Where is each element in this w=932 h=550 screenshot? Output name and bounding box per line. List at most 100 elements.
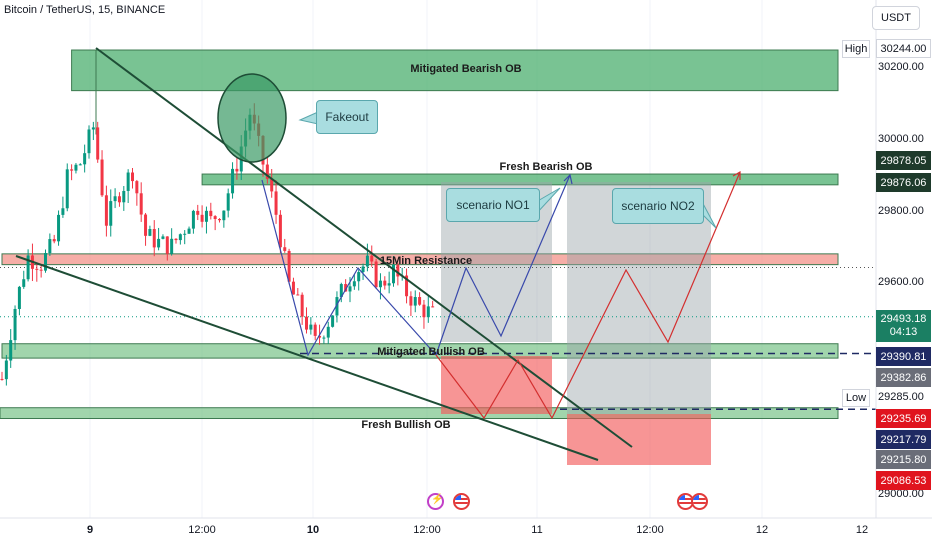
candle-body <box>235 168 239 172</box>
scenario-no1-path <box>435 174 571 356</box>
candle-body <box>426 306 430 318</box>
x-tick-label: 12 <box>855 524 869 536</box>
actual-swing-path <box>261 179 437 357</box>
candle-body <box>431 306 435 308</box>
candle-body <box>422 304 426 318</box>
candle-body <box>183 233 187 235</box>
candle-body <box>413 297 417 306</box>
candle-body <box>122 190 126 203</box>
candle-body <box>165 236 169 254</box>
fresh-bearish-bottom-badge: 29876.06 <box>876 173 931 192</box>
candle-body <box>152 229 156 248</box>
candle-body <box>265 164 269 179</box>
candle-body <box>13 308 17 341</box>
candle-body <box>357 272 361 282</box>
candle-body <box>365 255 369 267</box>
low-tag: Low <box>842 389 870 407</box>
candle-body <box>87 129 91 154</box>
candle-body <box>100 159 104 196</box>
lightning-event-icon[interactable] <box>427 493 444 510</box>
candle-body <box>65 169 69 209</box>
scenario-red-box <box>441 356 552 414</box>
candle-body <box>322 337 326 339</box>
candle-body <box>231 168 235 194</box>
candle-body <box>144 214 148 236</box>
candle-body <box>70 169 74 171</box>
candle-body <box>139 193 143 215</box>
fakeout-callout[interactable]: Fakeout <box>316 100 378 134</box>
candle-body <box>91 127 95 130</box>
candle-body <box>83 153 87 165</box>
fresh-bullish-low-badge: 29215.80 <box>876 450 931 469</box>
candle-body <box>178 234 182 241</box>
candle-body <box>409 296 413 306</box>
candle-body <box>157 238 161 248</box>
scenario-no2-arrowhead <box>732 170 741 180</box>
candle-body <box>148 229 152 236</box>
candle-body <box>96 127 100 160</box>
last-price-badge: 29493.18 04:13 <box>876 310 931 342</box>
candle-body <box>104 195 108 226</box>
candle-body <box>161 236 165 239</box>
candle-body <box>291 281 295 295</box>
mitigated-bullish-low-badge: 29382.86 <box>876 368 931 387</box>
candle-body <box>331 315 335 327</box>
x-tick-label: 12 <box>755 524 769 536</box>
candle-body <box>57 214 61 242</box>
candle-body <box>170 238 174 254</box>
scenario-no2-callout[interactable]: scenario NO2 <box>612 188 704 224</box>
candle-body <box>370 255 374 262</box>
candle-body <box>405 275 409 297</box>
candle-body <box>187 228 191 234</box>
candle-body <box>113 196 117 202</box>
mitigated-bullish-badge: 29390.81 <box>876 347 931 366</box>
scenario-no1-arrowhead <box>563 173 573 185</box>
candle-body <box>0 378 4 380</box>
candle-body <box>200 214 204 222</box>
candle-body <box>26 255 30 280</box>
candle-body <box>296 294 300 296</box>
x-tick-label: 10 <box>306 524 320 536</box>
candle-body <box>117 196 121 203</box>
candle-body <box>374 261 378 288</box>
high-price-badge: 30244.00 <box>876 39 931 58</box>
currency-button[interactable]: USDT <box>872 6 920 30</box>
x-tick-label: 11 <box>531 524 543 536</box>
candle-body <box>174 238 178 241</box>
fresh-bullish-mid-badge: 29217.79 <box>876 430 931 449</box>
candle-body <box>22 279 26 287</box>
candle-body <box>361 266 365 273</box>
us-flag-event-icon[interactable] <box>453 493 470 510</box>
candle-body <box>218 219 221 221</box>
candle-body <box>204 210 208 222</box>
bar-countdown: 04:13 <box>889 326 918 338</box>
fakeout-circle <box>217 73 287 163</box>
y-tick-label: 29000.00 <box>878 488 924 500</box>
candle-body <box>378 280 382 288</box>
fresh-bullish-top-badge: 29235.69 <box>876 409 931 428</box>
us-flag-event-icon[interactable] <box>691 493 708 510</box>
zone-box <box>1 343 839 359</box>
candle-body <box>326 326 330 338</box>
us-flag-event-icon[interactable] <box>677 493 694 510</box>
last-price-value: 29493.18 <box>880 313 927 325</box>
candle-body <box>418 297 422 305</box>
x-tick-label: 9 <box>86 524 94 536</box>
y-tick-label: 30200.00 <box>878 61 924 73</box>
candle-body <box>392 264 395 284</box>
candle-body <box>4 360 8 380</box>
scenario-no1-callout[interactable]: scenario NO1 <box>446 188 540 222</box>
x-tick-label: 12:00 <box>188 524 216 536</box>
zone-box <box>0 407 839 420</box>
candle-body <box>352 281 356 287</box>
y-tick-label: 29285.00 <box>878 391 924 403</box>
candle-body <box>283 247 287 251</box>
zone-box <box>71 49 839 92</box>
candle-body <box>344 284 348 292</box>
zone-label-fresh-bearish-ob: Fresh Bearish OB <box>499 161 593 173</box>
y-tick-label: 29800.00 <box>878 205 924 217</box>
candle-body <box>387 283 391 286</box>
y-tick-label: 30000.00 <box>878 133 924 145</box>
